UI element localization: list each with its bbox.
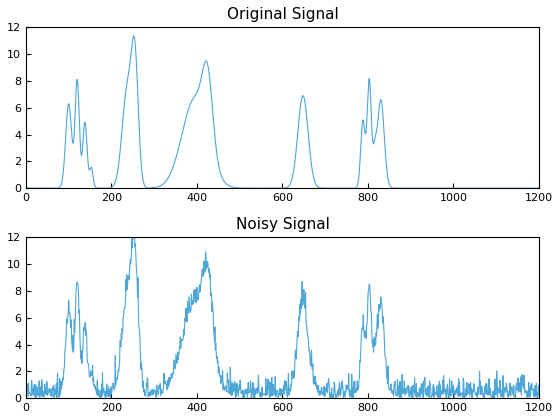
- Title: Original Signal: Original Signal: [227, 7, 338, 22]
- Title: Noisy Signal: Noisy Signal: [236, 217, 329, 232]
